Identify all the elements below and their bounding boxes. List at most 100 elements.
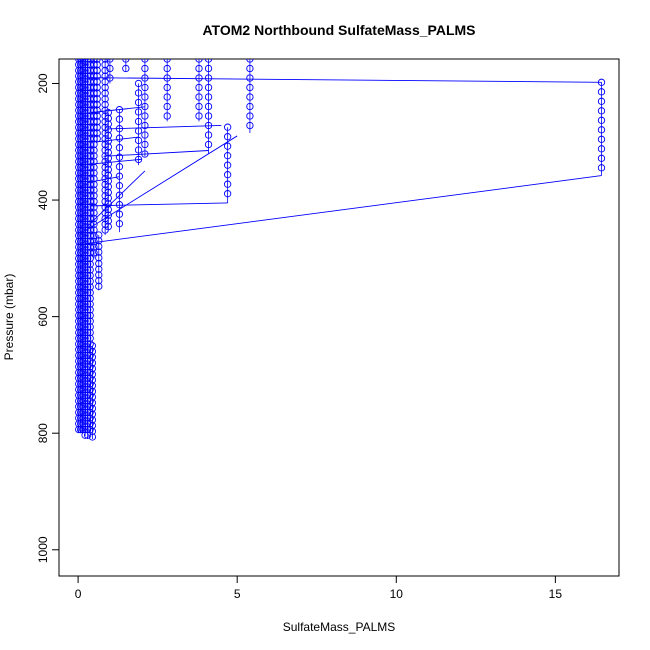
data-point — [134, 98, 143, 107]
x-axis-label: SulfateMass_PALMS — [283, 620, 396, 634]
data-point — [223, 180, 232, 188]
data-point — [75, 123, 83, 132]
data-point — [75, 317, 83, 325]
data-point — [597, 97, 606, 105]
data-point — [75, 357, 83, 365]
data-point — [75, 209, 83, 217]
data-point — [597, 145, 606, 153]
data-point — [101, 175, 109, 183]
chart-title: ATOM2 Northbound SulfateMass_PALMS — [202, 22, 475, 38]
data-point — [223, 123, 232, 131]
data-point — [75, 89, 83, 97]
data-point — [75, 83, 83, 92]
data-point — [88, 370, 97, 378]
data-point — [75, 78, 83, 86]
data-point — [195, 93, 203, 101]
data-point — [101, 169, 109, 177]
data-point — [75, 254, 83, 263]
data-point — [75, 289, 83, 297]
data-point — [141, 74, 149, 82]
data-point — [195, 59, 203, 63]
data-point — [141, 131, 149, 139]
data-point — [246, 74, 254, 82]
data-point — [195, 64, 203, 73]
data-point — [75, 112, 83, 120]
data-point — [75, 334, 83, 342]
data-point — [195, 83, 203, 92]
data-point — [101, 180, 109, 189]
data-point — [204, 140, 213, 149]
data-point — [75, 283, 83, 291]
data-point — [75, 214, 83, 223]
data-point — [88, 364, 97, 373]
data-point — [75, 397, 83, 405]
data-point — [75, 260, 83, 268]
data-point — [88, 353, 97, 361]
data-point — [75, 408, 83, 417]
data-point — [141, 121, 149, 130]
data-point — [75, 340, 83, 348]
data-point — [101, 186, 109, 194]
data-point — [115, 220, 124, 228]
data-point — [88, 404, 97, 413]
data-point — [101, 209, 109, 217]
data-point — [88, 416, 97, 424]
data-point — [141, 150, 149, 158]
data-point — [75, 385, 83, 394]
data-point — [75, 420, 83, 428]
data-points — [75, 59, 606, 441]
x-tick-label: 15 — [549, 587, 563, 601]
data-point — [163, 59, 171, 63]
data-point — [597, 78, 606, 86]
data-point — [101, 95, 109, 103]
data-point — [246, 93, 254, 101]
data-point — [75, 311, 83, 320]
data-point — [101, 220, 109, 228]
data-point — [88, 393, 97, 401]
data-point — [204, 59, 213, 63]
data-point — [597, 126, 606, 134]
data-point — [163, 83, 171, 92]
data-point — [163, 102, 171, 111]
y-tick-label: 800 — [36, 423, 50, 443]
data-point — [75, 249, 83, 257]
data-point — [75, 226, 83, 234]
y-tick-label: 1000 — [36, 536, 50, 563]
data-point — [95, 231, 103, 239]
data-point — [101, 61, 109, 69]
data-point — [75, 135, 83, 143]
data-point — [101, 135, 109, 143]
data-point — [115, 115, 124, 123]
data-point — [88, 376, 97, 384]
data-point — [141, 102, 149, 111]
data-point — [115, 210, 124, 218]
series-line — [84, 170, 146, 230]
data-point — [204, 112, 213, 120]
data-point — [195, 102, 203, 111]
data-point — [75, 414, 83, 422]
data-point — [75, 391, 83, 399]
data-point — [88, 387, 97, 396]
data-point — [163, 74, 171, 82]
data-point — [134, 155, 143, 164]
data-point — [204, 102, 213, 111]
data-point — [223, 171, 232, 179]
data-point — [75, 306, 83, 314]
data-point — [88, 410, 97, 418]
data-point — [101, 89, 109, 97]
data-point — [95, 276, 103, 285]
data-point — [75, 323, 83, 331]
data-point — [75, 380, 83, 388]
data-point — [75, 197, 83, 206]
data-point — [75, 243, 83, 251]
data-point — [75, 266, 83, 274]
data-point — [101, 66, 109, 75]
data-point — [101, 152, 109, 160]
data-point — [163, 112, 171, 120]
data-point — [246, 112, 254, 120]
data-point — [101, 192, 109, 200]
x-tick-label: 10 — [390, 587, 404, 601]
data-point — [75, 106, 83, 114]
data-point — [95, 254, 103, 262]
data-point — [75, 351, 83, 360]
